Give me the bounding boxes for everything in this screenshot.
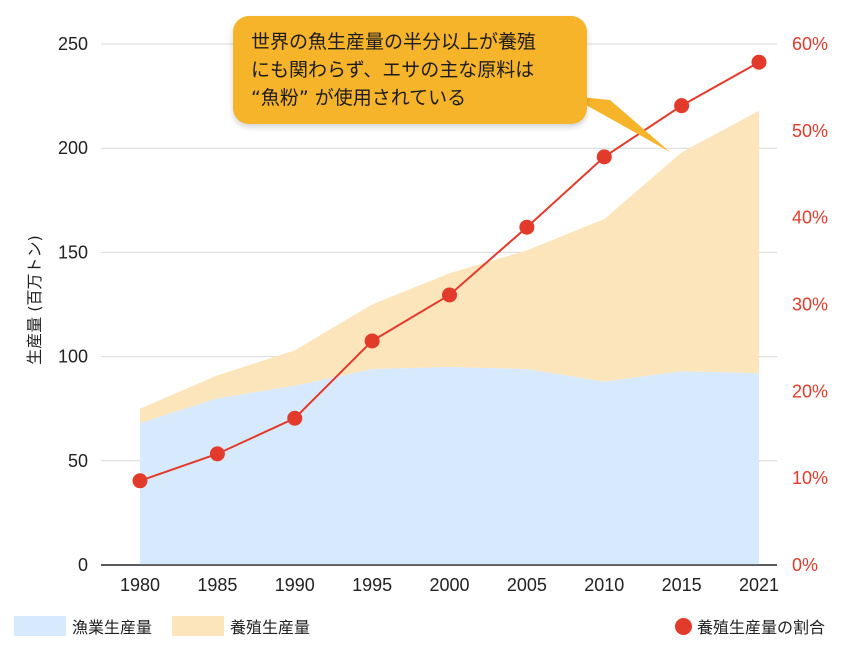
y-tick-label: 0 (78, 555, 88, 575)
annotation-callout: 世界の魚生産量の半分以上が養殖 にも関わらず、エサの主な原料は “魚粉” が使用… (233, 16, 587, 124)
share-point (287, 410, 303, 426)
legend-item-fishery: 漁業生産量 (14, 614, 152, 638)
x-tick-label: 2000 (429, 575, 469, 595)
x-tick-label: 2010 (584, 575, 624, 595)
share-point (751, 54, 767, 70)
y-axis-label: 生産量 (百万トン) (25, 235, 44, 365)
legend-label-fishery: 漁業生産量 (72, 618, 153, 637)
legend-swatch-aquaculture (172, 616, 224, 636)
share-point (596, 149, 612, 165)
y2-tick-label: 0% (792, 555, 818, 575)
legend-label-aquaculture: 養殖生産量 (230, 618, 311, 637)
x-tick-label: 2015 (662, 575, 702, 595)
y2-tick-label: 60% (792, 34, 828, 54)
y2-tick-label: 50% (792, 121, 828, 141)
y2-tick-label: 20% (792, 381, 828, 401)
y-tick-label: 100 (58, 347, 88, 367)
share-point (364, 333, 380, 349)
y2-tick-label: 40% (792, 208, 828, 228)
x-tick-label: 1980 (120, 575, 160, 595)
annotation-line-1: 世界の魚生産量の半分以上が養殖 (251, 31, 537, 53)
share-point (519, 219, 535, 235)
y2-tick-label: 10% (792, 468, 828, 488)
legend-item-aquaculture: 養殖生産量 (172, 614, 310, 638)
share-point (132, 473, 148, 489)
legend-item-share: 養殖生産量の割合 (675, 614, 825, 638)
area-fishery (140, 367, 759, 565)
x-tick-label: 1990 (275, 575, 315, 595)
x-tick-label: 1985 (197, 575, 237, 595)
y-tick-label: 250 (58, 34, 88, 54)
legend-dot-share (675, 617, 692, 635)
x-tick-label: 2005 (507, 575, 547, 595)
legend-label-share: 養殖生産量の割合 (697, 618, 826, 637)
share-point (674, 98, 690, 114)
chart-area: 0 50 100 150 200 250 0% 10% 20% 30% 40% 50% 60% 198… (25, 34, 828, 595)
annotation-line-2: にも関わらず、エサの主な原料は (251, 59, 535, 81)
y-tick-label: 50 (68, 451, 88, 471)
share-point (442, 287, 457, 303)
x-tick-label: 2021 (739, 575, 779, 595)
annotation-line-3: “魚粉” が使用されている (251, 87, 467, 109)
legend-swatch-fishery (14, 616, 66, 636)
callout-pointer (570, 96, 670, 152)
x-tick-label: 1995 (352, 575, 392, 595)
area-aquaculture (140, 110, 759, 424)
y2-tick-label: 30% (792, 295, 828, 315)
y-tick-label: 150 (58, 242, 88, 262)
y-tick-label: 200 (58, 138, 88, 158)
share-point (209, 446, 225, 462)
